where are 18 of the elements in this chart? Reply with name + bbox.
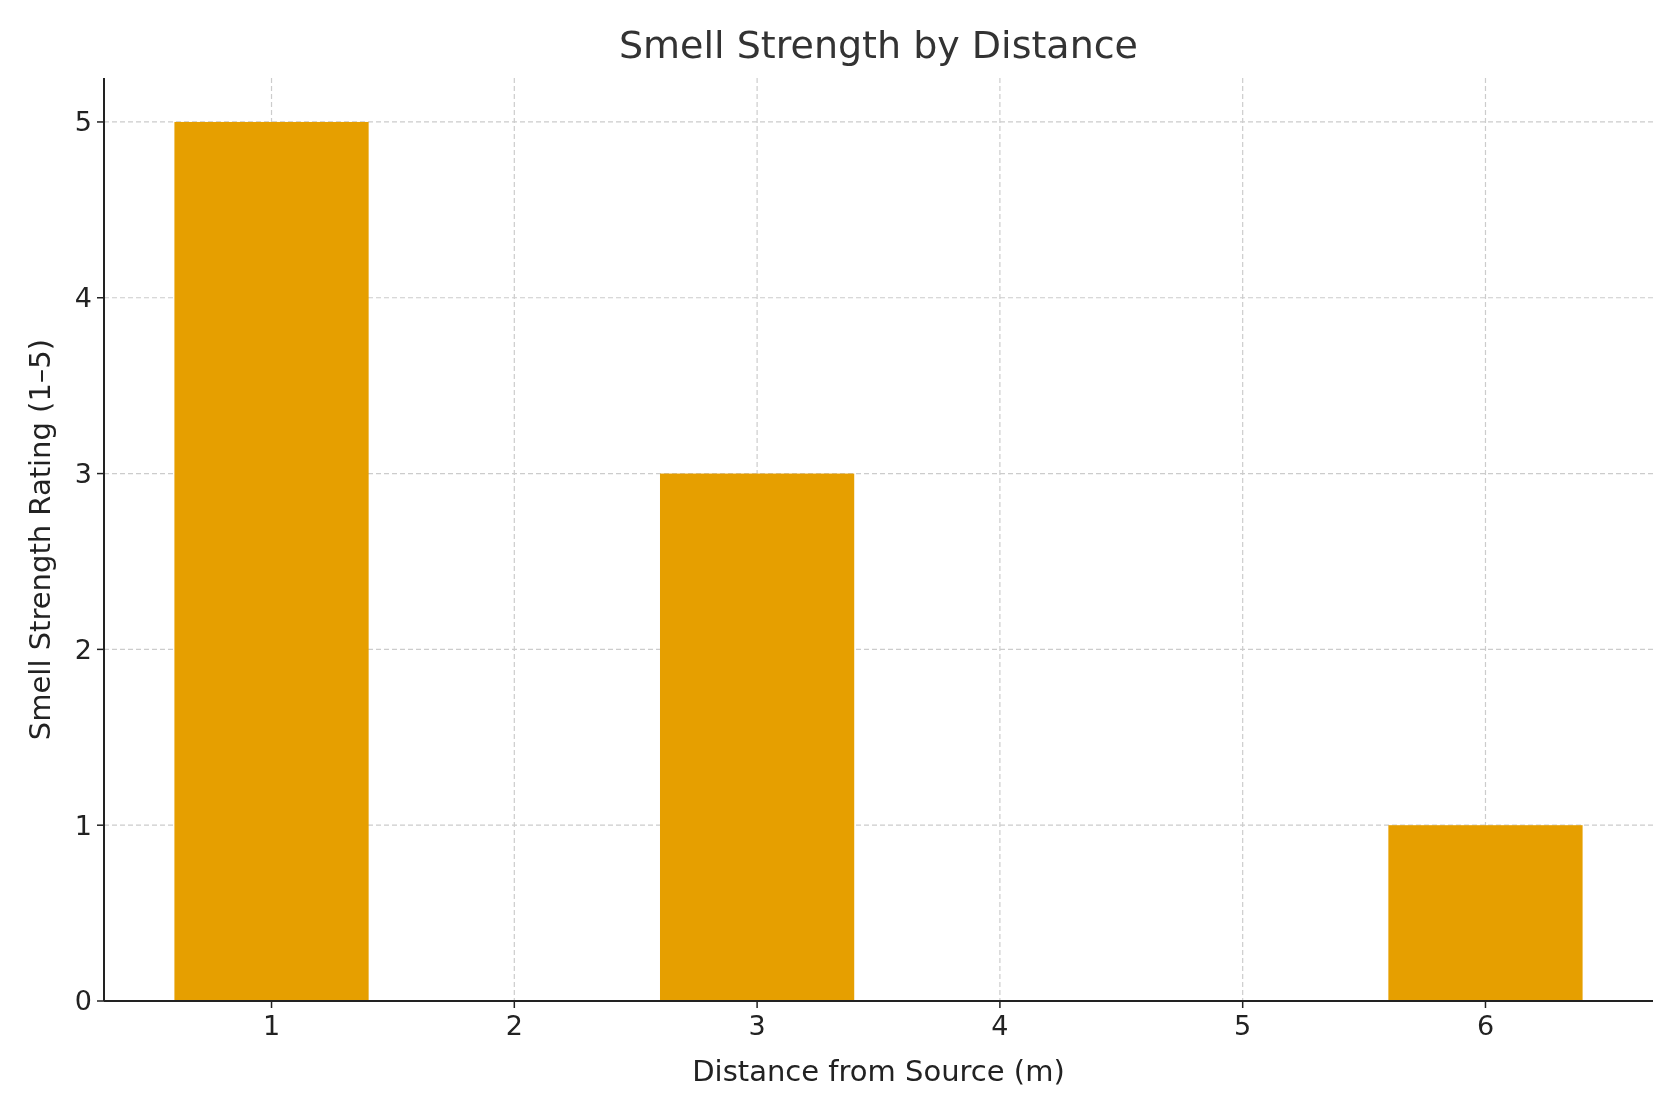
y-tick-label: 2 [74, 633, 92, 665]
y-axis-title: Smell Strength Rating (1–5) [23, 338, 57, 741]
x-tick-label: 3 [748, 1010, 766, 1041]
bar [659, 473, 855, 1001]
x-tick-label: 5 [1234, 1010, 1252, 1041]
x-tick-label: 1 [262, 1010, 281, 1041]
y-tick-label: 3 [74, 458, 92, 490]
y-tick-label: 0 [74, 985, 92, 1017]
chart-title: Smell Strength by Distance [618, 23, 1139, 67]
bar [1388, 825, 1583, 1001]
x-tick-label: 6 [1476, 1010, 1495, 1041]
y-tick-label: 5 [74, 106, 92, 138]
y-tick-label: 1 [74, 809, 92, 841]
x-tick-label: 4 [991, 1010, 1009, 1041]
x-tick-label: 2 [505, 1010, 523, 1041]
y-tick-label: 4 [74, 282, 92, 314]
x-axis-title: Distance from Source (m) [692, 1054, 1065, 1088]
bar [174, 121, 369, 1001]
